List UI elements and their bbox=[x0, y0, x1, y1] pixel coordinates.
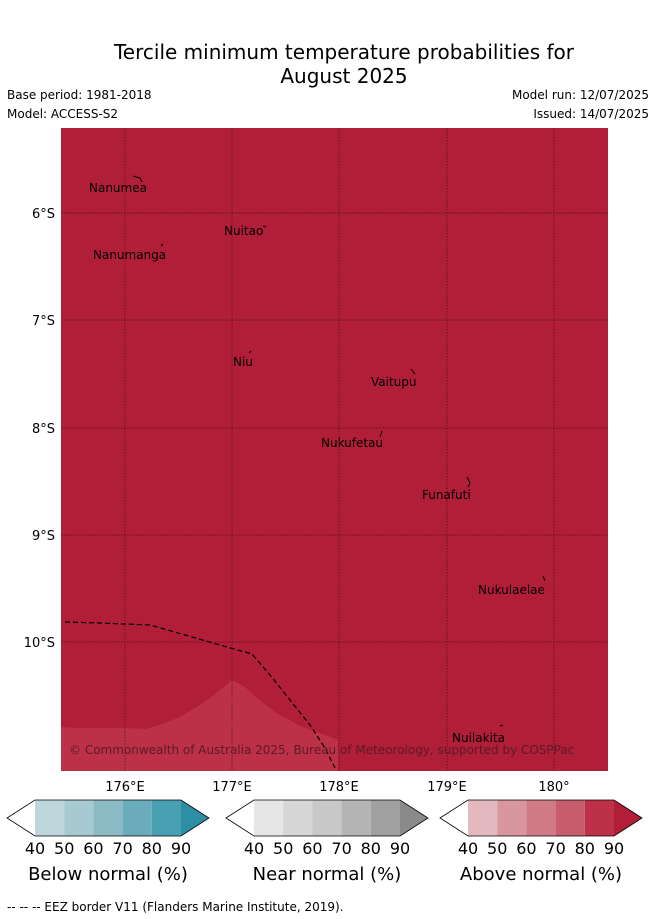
graticule bbox=[61, 128, 608, 771]
colorbar-below-seg-6 bbox=[181, 800, 209, 836]
nuilakita-shape bbox=[499, 724, 504, 727]
lat-tick-7s: 7°S bbox=[32, 314, 55, 329]
nanumea-shape bbox=[132, 175, 143, 183]
nuitao-shape bbox=[262, 225, 267, 228]
colorbar-below-tick-70: 70 bbox=[112, 839, 132, 858]
colorbar-near-seg-4 bbox=[341, 800, 371, 836]
longitude-ticks: 176°E 177°E 178°E 179°E 180° bbox=[105, 780, 569, 795]
colorbar-near-tick-90: 90 bbox=[390, 839, 410, 858]
eez-border-line bbox=[64, 621, 336, 769]
nukufetau-shape bbox=[379, 430, 383, 438]
colorbar-below-seg-1 bbox=[35, 800, 65, 836]
map-figure: Nanumea Nuitao Nanumanga Niu Vaitupu Nuk… bbox=[6, 128, 643, 885]
vaitupu-shape bbox=[410, 368, 416, 375]
colorbar-below-seg-0 bbox=[7, 800, 35, 836]
colorbar-near-seg-6 bbox=[400, 800, 428, 836]
colorbar-above-seg-5 bbox=[584, 800, 614, 836]
colorbar-below-tick-50: 50 bbox=[54, 839, 74, 858]
island-label-nuilakita: Nuilakita bbox=[452, 731, 505, 745]
map-panel bbox=[61, 128, 608, 771]
lat-tick-9s: 9°S bbox=[32, 529, 55, 544]
nukulaelae-shape bbox=[542, 575, 546, 582]
copyright-notice: © Commonwealth of Australia 2025, Bureau… bbox=[69, 743, 574, 757]
colorbar-above-tick-60: 60 bbox=[516, 839, 536, 858]
lon-tick-178e: 178°E bbox=[319, 780, 359, 795]
colorbar-near-tick-50: 50 bbox=[273, 839, 293, 858]
colorbar-near-seg-5 bbox=[370, 800, 400, 836]
colorbar-near-normal: 40 50 60 70 80 90 Near normal (%) bbox=[225, 799, 429, 885]
island-shapes bbox=[132, 175, 546, 727]
colorbar-above-tick-40: 40 bbox=[458, 839, 478, 858]
island-label-niu: Niu bbox=[233, 355, 253, 369]
colorbar-above-tick-50: 50 bbox=[487, 839, 507, 858]
colorbar-near-seg-0 bbox=[226, 800, 254, 836]
island-label-funafuti: Funafuti bbox=[422, 488, 471, 502]
colorbar-near-tick-60: 60 bbox=[302, 839, 322, 858]
colorbar-below-tick-80: 80 bbox=[142, 839, 162, 858]
model-name: Model: ACCESS-S2 bbox=[7, 107, 119, 121]
map-title: Tercile minimum temperature probabilitie… bbox=[0, 40, 655, 88]
colorbar-below-seg-2 bbox=[64, 800, 94, 836]
colorbar-below-tick-40: 40 bbox=[25, 839, 45, 858]
colorbar-near-seg-1 bbox=[254, 800, 284, 836]
island-label-nukulaelae: Nukulaelae bbox=[478, 583, 545, 597]
colorbar-above-tick-70: 70 bbox=[545, 839, 565, 858]
colorbar-below-seg-4 bbox=[122, 800, 152, 836]
colorbar-above-tick-80: 80 bbox=[575, 839, 595, 858]
colorbar-above-tick-90: 90 bbox=[604, 839, 624, 858]
colorbar-below-title: Below normal (%) bbox=[28, 864, 188, 885]
colorbar-below-seg-3 bbox=[93, 800, 123, 836]
colorbar-near-title: Near normal (%) bbox=[253, 864, 402, 885]
colorbar-above-seg-4 bbox=[555, 800, 585, 836]
eez-footnote: -- -- -- EEZ border V11 (Flanders Marine… bbox=[7, 900, 344, 914]
title-line-1: Tercile minimum temperature probabilitie… bbox=[113, 40, 575, 64]
colorbar-above-seg-3 bbox=[526, 800, 556, 836]
island-labels: Nanumea Nuitao Nanumanga Niu Vaitupu Nuk… bbox=[89, 181, 545, 745]
colorbar-near-tick-70: 70 bbox=[331, 839, 351, 858]
colorbar-above-seg-6 bbox=[614, 800, 642, 836]
lat-tick-10s: 10°S bbox=[24, 636, 55, 651]
colorbar-above-seg-1 bbox=[468, 800, 498, 836]
colorbar-above-title: Above normal (%) bbox=[460, 864, 622, 885]
colorbar-below-tick-90: 90 bbox=[171, 839, 191, 858]
island-label-nuitao: Nuitao bbox=[224, 224, 263, 238]
colorbar-above-seg-2 bbox=[497, 800, 527, 836]
island-label-nanumea: Nanumea bbox=[89, 181, 147, 195]
colorbar-above-normal: 40 50 60 70 80 90 Above normal (%) bbox=[439, 799, 643, 885]
colorbar-near-tick-40: 40 bbox=[244, 839, 264, 858]
colorbar-near-tick-80: 80 bbox=[361, 839, 381, 858]
colorbar-near-seg-2 bbox=[283, 800, 313, 836]
lat-tick-8s: 8°S bbox=[32, 422, 55, 437]
colorbar-above-seg-0 bbox=[440, 800, 468, 836]
lon-tick-179e: 179°E bbox=[427, 780, 467, 795]
island-label-nukufetau: Nukufetau bbox=[321, 436, 383, 450]
title-line-2: August 2025 bbox=[280, 64, 408, 88]
funafuti-shape bbox=[466, 476, 471, 488]
latitude-ticks: 6°S 7°S 8°S 9°S 10°S bbox=[24, 207, 55, 651]
island-label-nanumanga: Nanumanga bbox=[93, 248, 166, 262]
lon-tick-177e: 177°E bbox=[212, 780, 252, 795]
lon-tick-176e: 176°E bbox=[105, 780, 145, 795]
model-run: Model run: 12/07/2025 bbox=[511, 88, 649, 102]
lighter-probability-region bbox=[61, 680, 338, 771]
niu-shape bbox=[248, 350, 252, 354]
issued-date: Issued: 14/07/2025 bbox=[533, 107, 649, 121]
lat-tick-6s: 6°S bbox=[32, 207, 55, 222]
lon-tick-180: 180° bbox=[538, 780, 569, 795]
colorbar-below-normal: 40 50 60 70 80 90 Below normal (%) bbox=[6, 799, 210, 885]
colorbar-near-seg-3 bbox=[312, 800, 342, 836]
island-label-vaitupu: Vaitupu bbox=[371, 375, 417, 389]
colorbar-below-tick-60: 60 bbox=[83, 839, 103, 858]
base-period: Base period: 1981-2018 bbox=[7, 88, 152, 102]
colorbar-below-seg-5 bbox=[151, 800, 181, 836]
nanumanga-shape bbox=[160, 243, 164, 247]
